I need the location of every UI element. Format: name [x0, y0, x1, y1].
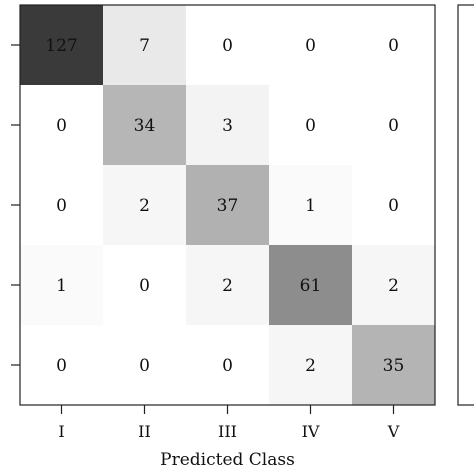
x-axis-label: Predicted Class: [160, 450, 295, 470]
heatmap-cell-r4-c2: [103, 245, 186, 325]
cell-value-label: 1: [56, 276, 67, 296]
heatmap-cell-r2-c2: [103, 85, 186, 165]
cell-value-label: 7: [139, 36, 150, 56]
heatmap-cell-r4-c1: [20, 245, 103, 325]
y-axis-ticks: [11, 44, 20, 366]
heatmap-cell-r2-c1: [20, 85, 103, 165]
heatmap-cell-r1-c5: [352, 5, 435, 85]
cell-value-label: 0: [388, 196, 399, 216]
x-tick-label-v: V: [387, 422, 400, 441]
cell-value-label: 0: [222, 356, 233, 376]
cell-value-label: 3: [222, 116, 233, 136]
heatmap-cell-r5-c3: [186, 325, 269, 405]
cell-value-label: 2: [388, 276, 399, 296]
x-tick-label-i: I: [58, 422, 64, 441]
colorbar-frame: [457, 4, 474, 406]
cell-value-label: 2: [222, 276, 233, 296]
heatmap-cell-r3-c4: [269, 165, 352, 245]
cell-value-label: 0: [139, 356, 150, 376]
heatmap-cell-r1-c4: [269, 5, 352, 85]
heatmap-cell-r3-c2: [103, 165, 186, 245]
x-tick-label-iii: III: [218, 422, 237, 441]
cell-value-label: 0: [56, 196, 67, 216]
cell-value-label: 0: [222, 36, 233, 56]
cell-value-label: 0: [139, 276, 150, 296]
heatmap-cells: [20, 5, 435, 405]
x-axis-tick-labels: I II III IV V: [58, 422, 399, 441]
heatmap-cell-r5-c4: [269, 325, 352, 405]
heatmap-cell-r1-c2: [103, 5, 186, 85]
cell-value-label: 127: [45, 36, 77, 56]
x-axis-ticks: [60, 405, 395, 414]
heatmap-cell-r3-c1: [20, 165, 103, 245]
cell-value-label: 1: [305, 196, 316, 216]
heatmap-cell-r4-c4: [269, 245, 352, 325]
cell-value-label: 0: [56, 356, 67, 376]
cell-value-label: 0: [388, 36, 399, 56]
heatmap-cell-r2-c3: [186, 85, 269, 165]
cell-value-label: 35: [383, 356, 405, 376]
heatmap-cell-r4-c3: [186, 245, 269, 325]
cell-value-label: 0: [305, 36, 316, 56]
cell-value-label: 37: [217, 196, 239, 216]
cell-value-labels: 127 7 0 0 0 0 34 3 0 0 0 2 37 1 0 1 0 2 61 2 0 0 0 2 35: [45, 36, 404, 376]
heatmap-cell-r2-c5: [352, 85, 435, 165]
heatmap-cell-r5-c1: [20, 325, 103, 405]
heatmap-cell-r4-c5: [352, 245, 435, 325]
heatmap-cell-r5-c5: [352, 325, 435, 405]
cell-value-label: 34: [134, 116, 156, 136]
cell-value-label: 0: [305, 116, 316, 136]
cell-value-label: 61: [300, 276, 322, 296]
heatmap-cell-r2-c4: [269, 85, 352, 165]
heatmap-cell-r1-c3: [186, 5, 269, 85]
x-tick-label-ii: II: [138, 422, 151, 441]
cell-value-label: 0: [56, 116, 67, 136]
x-tick-label-iv: IV: [302, 422, 320, 441]
heatmap-cell-r1-c1: [20, 5, 103, 85]
heatmap-cell-r3-c3: [186, 165, 269, 245]
cell-value-label: 2: [139, 196, 150, 216]
cell-value-label: 0: [388, 116, 399, 136]
heatmap-cell-r3-c5: [352, 165, 435, 245]
cell-value-label: 2: [305, 356, 316, 376]
heatmap-cell-r5-c2: [103, 325, 186, 405]
